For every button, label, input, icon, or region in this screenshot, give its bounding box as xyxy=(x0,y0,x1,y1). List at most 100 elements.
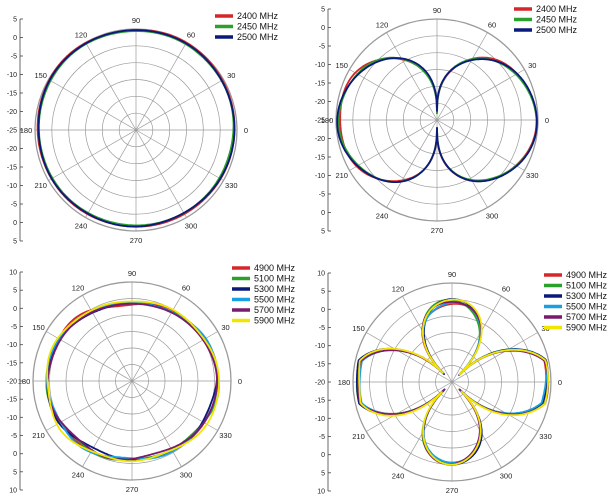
angle-label: 180 xyxy=(321,116,334,125)
legend-label: 2450 MHz xyxy=(536,15,578,25)
series-group xyxy=(355,298,550,466)
angle-label: 90 xyxy=(433,6,441,15)
angle-label: 0 xyxy=(545,116,549,125)
angle-label: 60 xyxy=(502,285,510,294)
radial-tick-label: -5 xyxy=(319,434,325,441)
grid-spoke xyxy=(451,381,538,432)
series-line-5900-mhz xyxy=(358,298,549,466)
radial-tick-label: 0 xyxy=(13,451,17,458)
radial-tick-label: -20 xyxy=(7,146,17,153)
radial-tick-label: -10 xyxy=(7,415,17,422)
angle-label: 60 xyxy=(182,284,190,293)
radial-tick-label: 10 xyxy=(9,270,17,277)
grid-spoke xyxy=(131,380,182,467)
radial-tick-label: -5 xyxy=(11,202,17,209)
angle-label: 240 xyxy=(75,221,88,230)
legend-label: 2500 MHz xyxy=(536,25,578,35)
angle-label: 120 xyxy=(376,21,389,30)
grid-spoke xyxy=(135,129,187,218)
angle-label: 300 xyxy=(180,471,193,480)
radial-tick-label: 5 xyxy=(13,469,17,476)
series-line-2500-mhz xyxy=(336,57,538,184)
grid-spoke xyxy=(436,69,525,121)
angle-label: 180 xyxy=(20,126,33,135)
angle-label: 150 xyxy=(34,71,47,80)
radial-tick-label: -15 xyxy=(7,360,17,367)
radial-tick-label: -15 xyxy=(315,155,325,162)
radial-tick-label: -5 xyxy=(319,325,325,332)
grid-spoke xyxy=(135,129,224,181)
grid-spoke xyxy=(85,129,137,218)
radial-tick-label: 5 xyxy=(321,229,325,236)
radial-tick-label: 5 xyxy=(13,288,17,295)
radial-tick-label: -10 xyxy=(315,173,325,180)
radial-tick-label: 10 xyxy=(9,488,17,495)
radial-tick-label: 5 xyxy=(13,17,17,24)
angle-label: 330 xyxy=(539,432,552,441)
angle-label: 0 xyxy=(558,378,562,387)
grid-spoke xyxy=(402,381,453,468)
radial-tick-label: -10 xyxy=(7,72,17,79)
angle-label: 330 xyxy=(225,181,238,190)
grid-spoke xyxy=(349,119,438,171)
radial-tick-label: -25 xyxy=(315,118,325,125)
radial-tick-label: -10 xyxy=(7,342,17,349)
angle-label: 270 xyxy=(446,486,459,495)
angle-label: 60 xyxy=(488,21,496,30)
legend-label: 5700 MHz xyxy=(254,305,296,315)
angle-label: 210 xyxy=(352,432,365,441)
legend-label: 5100 MHz xyxy=(566,281,608,291)
grid-spoke xyxy=(349,69,438,121)
angle-label: 270 xyxy=(130,236,143,245)
radial-tick-label: -10 xyxy=(315,416,325,423)
angle-label: 300 xyxy=(185,221,198,230)
radial-axis: 10 5 0 -5 -10 -15 -20 -15 -10 -5 0 5 10 xyxy=(315,271,331,496)
radial-tick-label: -15 xyxy=(7,91,17,98)
polar-grid xyxy=(32,281,232,481)
angle-label: 180 xyxy=(338,378,351,387)
angle-label: 330 xyxy=(219,431,232,440)
radial-tick-label: -15 xyxy=(315,398,325,405)
angle-label: 150 xyxy=(335,61,348,70)
polar-chart-bottom-right: 03060901201501802102402703003301050-5-10… xyxy=(315,270,608,496)
series-group xyxy=(336,56,538,184)
grid-spoke xyxy=(135,42,187,131)
radial-tick-label: -5 xyxy=(319,192,325,199)
radial-tick-label: -15 xyxy=(315,81,325,88)
angle-label: 90 xyxy=(448,270,456,279)
angle-label: 30 xyxy=(221,323,229,332)
radial-tick-label: -5 xyxy=(11,54,17,61)
grid-spoke xyxy=(436,119,488,208)
polar-chart-bottom-left: 0 30 60 90 120 150 180 210 240 270 300 330 10 5 0 -5 -10… xyxy=(7,263,296,495)
angle-label: 0 xyxy=(244,126,248,135)
series-line-5900-mhz xyxy=(46,300,221,463)
polar-grid xyxy=(335,18,539,222)
angle-label: 240 xyxy=(392,472,405,481)
legend-label: 5500 MHz xyxy=(566,302,608,312)
legend-label: 5100 MHz xyxy=(254,274,296,284)
angle-label: 30 xyxy=(528,61,536,70)
grid-spoke xyxy=(48,79,137,131)
radial-tick-label: 5 xyxy=(321,470,325,477)
grid-spoke xyxy=(436,32,488,121)
radial-tick-label: 10 xyxy=(317,489,325,496)
angle-label: 210 xyxy=(34,181,47,190)
angle-label: 90 xyxy=(128,269,136,278)
radial-tick-label: -10 xyxy=(315,343,325,350)
grid-spoke xyxy=(451,332,538,383)
angle-label: 210 xyxy=(335,171,348,180)
angle-label: 270 xyxy=(126,485,139,494)
angle-label: 210 xyxy=(32,431,45,440)
angle-label: 330 xyxy=(526,171,539,180)
radial-tick-label: -20 xyxy=(315,136,325,143)
legend-label: 5900 MHz xyxy=(254,316,296,326)
radial-tick-label: 0 xyxy=(13,35,17,42)
radial-tick-label: -20 xyxy=(315,99,325,106)
angle-label: 300 xyxy=(500,472,513,481)
angle-label: 90 xyxy=(132,16,140,25)
grid-spoke xyxy=(386,119,438,208)
radial-tick-label: 0 xyxy=(321,452,325,459)
